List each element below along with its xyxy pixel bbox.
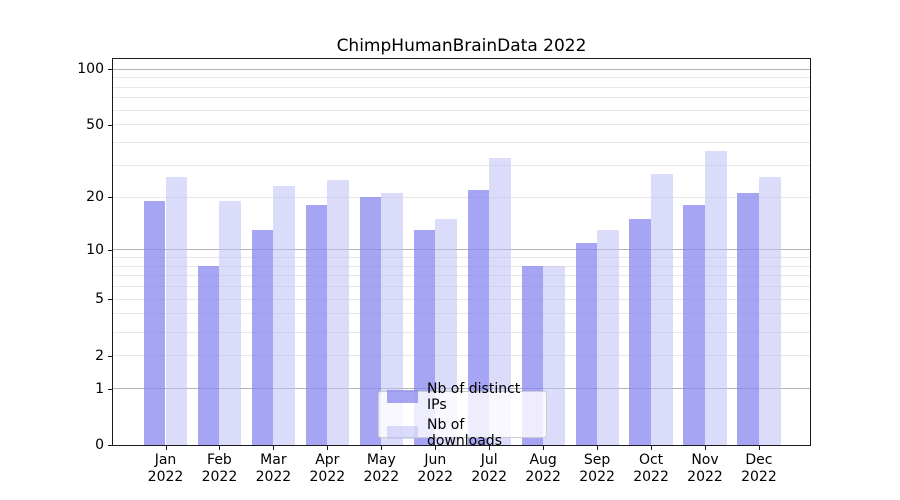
x-tick-mark-nov — [705, 446, 706, 450]
gridline-minor-70 — [113, 97, 810, 99]
x-tick-mark-dec — [758, 446, 760, 450]
x-tick-mark-mar — [273, 446, 275, 450]
bar-ips-apr — [305, 205, 328, 445]
x-tick-label-jun: Jun 2022 — [417, 452, 454, 485]
y-tick-mark-10 — [108, 249, 112, 251]
x-tick-label-apr: Apr 2022 — [309, 452, 346, 485]
gridline-minor-60 — [113, 109, 810, 111]
gridline-minor-50 — [113, 124, 810, 126]
gridline-minor-9 — [113, 257, 810, 258]
gridline-major-10 — [113, 249, 810, 251]
bar-downloads-may — [381, 193, 403, 445]
x-tick-label-jan: Jan 2022 — [147, 452, 184, 485]
x-tick-mark-oct — [651, 446, 653, 450]
y-tick-mark-0 — [108, 445, 112, 446]
x-tick-label-aug: Aug 2022 — [525, 452, 561, 485]
x-tick-label-nov: Nov 2022 — [687, 452, 723, 485]
x-tick-label-feb: Feb 2022 — [201, 452, 238, 485]
gridline-minor-90 — [113, 77, 810, 79]
x-tick-mark-feb — [219, 446, 221, 450]
bar-ips-jul — [467, 189, 490, 445]
plot-area — [112, 58, 811, 446]
y-tick-mark-50 — [108, 124, 112, 126]
y-tick-mark-2 — [108, 355, 112, 357]
bar-ips-feb — [197, 266, 220, 445]
bar-downloads-oct — [651, 173, 673, 445]
y-tick-label-0: 0 — [95, 437, 104, 453]
gridline-minor-2 — [113, 355, 810, 357]
legend: Nb of distinct IPs Nb of downloads — [378, 381, 547, 449]
gridline-minor-3 — [113, 331, 810, 333]
legend-swatch-downloads-icon — [387, 426, 418, 439]
y-tick-label-2: 2 — [95, 347, 104, 364]
y-tick-label-10: 10 — [86, 241, 104, 258]
x-tick-label-oct: Oct 2022 — [633, 452, 669, 485]
gridline-minor-30 — [113, 164, 810, 166]
bar-downloads-aug — [543, 266, 565, 445]
y-tick-label-100: 100 — [77, 61, 104, 78]
bar-downloads-mar — [273, 186, 295, 445]
legend-swatch-ips-icon — [387, 390, 418, 403]
y-tick-label-1: 1 — [95, 380, 104, 397]
bar-downloads-apr — [327, 179, 349, 445]
legend-item-distinct-ips: Nb of distinct IPs — [387, 381, 538, 413]
x-tick-label-sep: Sep 2022 — [579, 452, 615, 485]
gridline-major-1 — [113, 388, 810, 390]
x-tick-label-jul: Jul 2022 — [471, 452, 507, 485]
bar-downloads-jul — [489, 157, 511, 445]
bar-ips-mar — [251, 230, 274, 445]
legend-item-downloads: Nb of downloads — [387, 417, 538, 449]
chart-title: ChimpHumanBrainData 2022 — [336, 36, 587, 56]
bar-ips-sep — [575, 242, 598, 445]
gridline-minor-40 — [113, 142, 810, 144]
legend-label-downloads: Nb of downloads — [427, 416, 502, 449]
bar-downloads-nov — [705, 151, 727, 445]
y-tick-mark-20 — [108, 197, 112, 199]
bar-ips-jan — [143, 201, 166, 445]
x-tick-mark-jul — [489, 446, 491, 450]
x-tick-mark-jun — [435, 446, 437, 450]
bar-ips-nov — [683, 205, 705, 445]
gridline-minor-6 — [113, 286, 810, 288]
legend-label-ips: Nb of distinct IPs — [427, 380, 521, 413]
gridline-minor-5 — [113, 298, 810, 300]
x-tick-mark-jan — [165, 446, 167, 450]
bar-ips-oct — [629, 219, 651, 445]
y-tick-mark-100 — [108, 69, 112, 71]
gridline-minor-20 — [113, 196, 810, 198]
bar-downloads-jun — [435, 219, 457, 445]
x-tick-label-may: May 2022 — [363, 452, 400, 485]
bar-downloads-dec — [759, 176, 781, 445]
bar-downloads-jan — [165, 176, 188, 445]
gridline-minor-4 — [113, 313, 810, 315]
y-tick-label-5: 5 — [95, 291, 104, 308]
gridline-minor-8 — [113, 265, 810, 267]
x-tick-mark-may — [381, 446, 383, 450]
x-tick-label-mar: Mar 2022 — [255, 452, 292, 485]
x-tick-mark-apr — [327, 446, 329, 450]
y-tick-mark-1 — [108, 388, 112, 390]
gridline-major-100 — [113, 68, 810, 70]
gridline-minor-80 — [113, 86, 810, 88]
x-tick-mark-sep — [597, 446, 599, 450]
y-tick-mark-5 — [108, 299, 112, 301]
bar-downloads-feb — [219, 201, 241, 445]
bar-ips-may — [359, 197, 382, 445]
y-tick-label-20: 20 — [86, 189, 104, 206]
x-tick-mark-aug — [543, 446, 545, 450]
y-tick-label-50: 50 — [86, 116, 104, 133]
x-tick-label-dec: Dec 2022 — [741, 452, 777, 485]
gridline-minor-7 — [113, 275, 810, 277]
bar-ips-dec — [737, 193, 759, 445]
bar-downloads-sep — [597, 230, 619, 445]
